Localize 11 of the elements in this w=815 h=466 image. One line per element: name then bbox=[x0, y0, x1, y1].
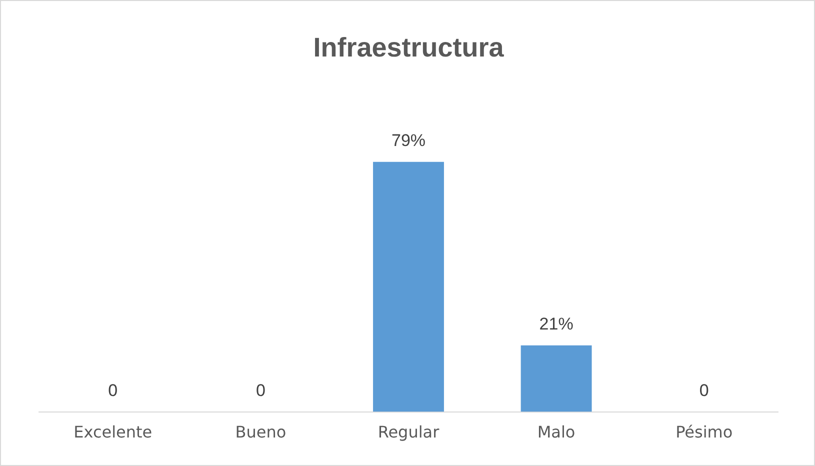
chart-title: Infraestructura bbox=[313, 32, 505, 63]
x-tick-label: Excelente bbox=[74, 422, 152, 442]
x-tick-label: Regular bbox=[378, 422, 440, 442]
x-tick-label: Malo bbox=[537, 422, 576, 442]
x-tick-label: Pésimo bbox=[676, 422, 733, 442]
data-label: 0 bbox=[108, 380, 118, 400]
data-label: 21% bbox=[539, 314, 574, 334]
x-tick-label: Bueno bbox=[235, 422, 286, 442]
data-label: 79% bbox=[391, 131, 426, 150]
data-label: 0 bbox=[699, 380, 709, 400]
data-label: 0 bbox=[256, 380, 266, 400]
